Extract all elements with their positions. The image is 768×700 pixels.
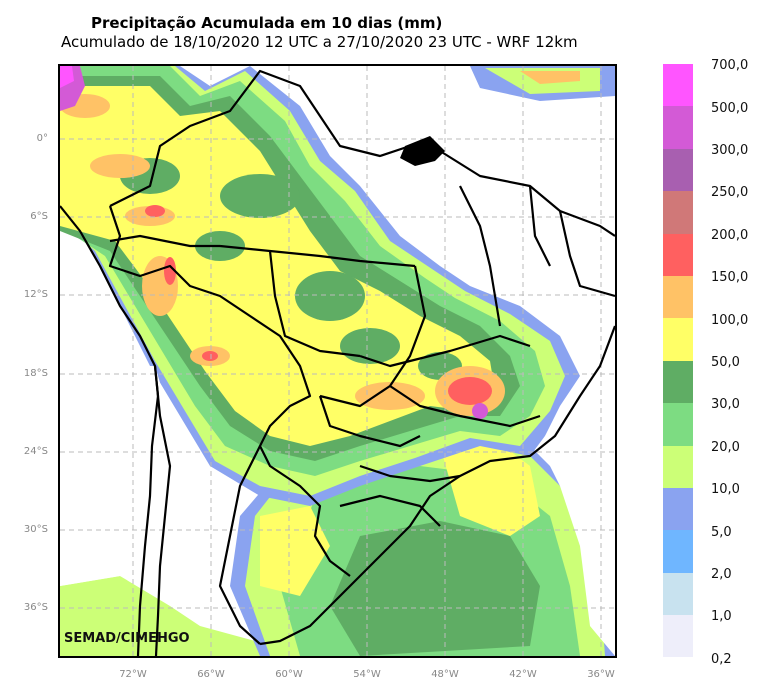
- lon-tick: 60°W: [275, 669, 303, 680]
- colorbar-label: 10,0: [711, 482, 740, 497]
- precipitation-field: [60, 66, 615, 656]
- colorbar-label: 300,0: [711, 143, 749, 158]
- colorbar-label: 100,0: [711, 313, 749, 328]
- lon-tick: 36°W: [587, 669, 615, 680]
- colorbar-bin: [663, 360, 693, 404]
- lat-tick: 18°S: [23, 368, 48, 379]
- chart-subtitle: Acumulado de 18/10/2020 12 UTC a 27/10/2…: [61, 33, 578, 51]
- colorbar: [663, 64, 693, 658]
- colorbar-bin: [663, 64, 693, 107]
- lat-tick: 6°S: [30, 211, 48, 222]
- colorbar-bin: [663, 191, 693, 234]
- colorbar-label: 500,0: [711, 101, 749, 116]
- lat-tick: 30°S: [23, 524, 48, 535]
- colorbar-label: 1,0: [711, 609, 732, 624]
- lon-tick: 48°W: [431, 669, 459, 680]
- colorbar-label: 30,0: [711, 397, 740, 412]
- colorbar-label: 50,0: [711, 355, 740, 370]
- colorbar-label: 200,0: [711, 228, 749, 243]
- colorbar-bin: [663, 445, 693, 488]
- lon-tick: 66°W: [197, 669, 225, 680]
- colorbar-label: 250,0: [711, 185, 749, 200]
- colorbar-label: 700,0: [711, 58, 749, 73]
- precipitation-map: [58, 64, 617, 658]
- lat-tick: 0°: [36, 133, 48, 144]
- lat-tick: 12°S: [23, 289, 48, 300]
- colorbar-bin: [663, 403, 693, 446]
- watermark: SEMAD/CIMEHGO: [64, 631, 190, 646]
- lat-tick: 24°S: [23, 446, 48, 457]
- colorbar-label: 20,0: [711, 440, 740, 455]
- colorbar-label: 150,0: [711, 270, 749, 285]
- colorbar-bin: [663, 572, 693, 616]
- colorbar-bin: [663, 615, 693, 658]
- colorbar-bin: [663, 148, 693, 192]
- colorbar-label: 2,0: [711, 567, 732, 582]
- colorbar-bin: [663, 318, 693, 361]
- colorbar-bin: [663, 106, 693, 149]
- colorbar-bin: [663, 233, 693, 276]
- colorbar-label: 5,0: [711, 525, 732, 540]
- title-text: Precipitação Acumulada em 10 dias (mm): [91, 14, 443, 32]
- colorbar-bin: [663, 275, 693, 319]
- lon-tick: 54°W: [353, 669, 381, 680]
- colorbar-label: 0,2: [711, 652, 732, 667]
- colorbar-bin: [663, 530, 693, 573]
- colorbar-bin: [663, 487, 693, 531]
- lon-tick: 72°W: [119, 669, 147, 680]
- lon-tick: 42°W: [509, 669, 537, 680]
- lat-tick: 36°S: [23, 602, 48, 613]
